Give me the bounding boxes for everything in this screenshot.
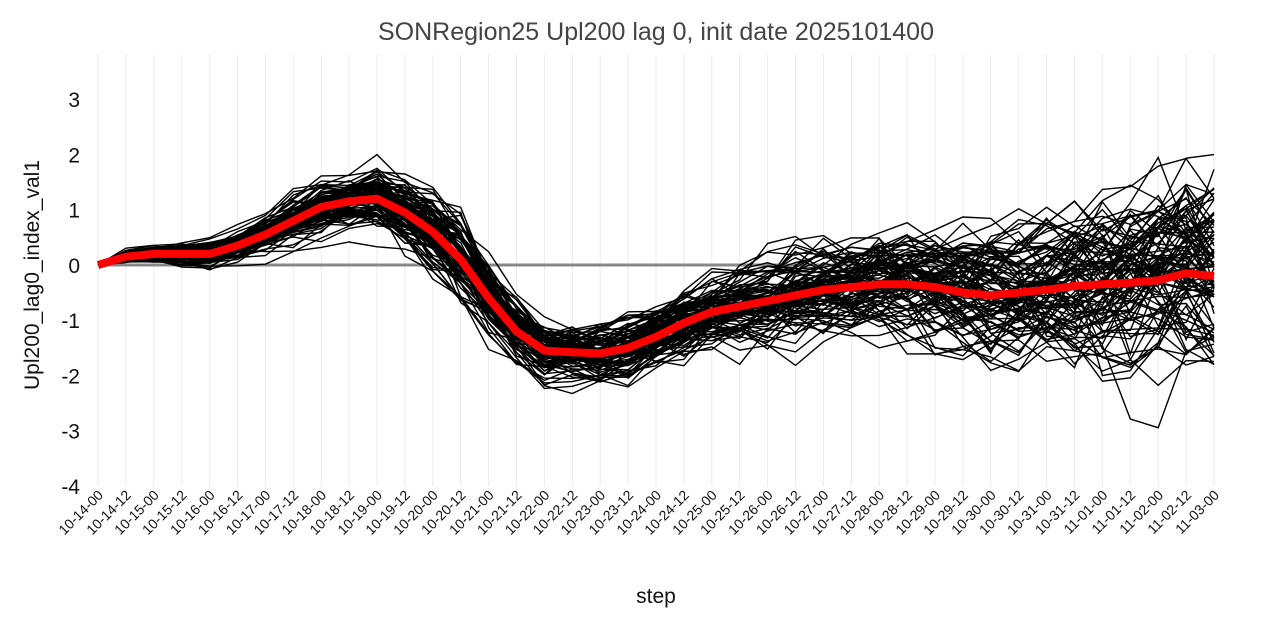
- ensemble-member-line: [97, 184, 1215, 361]
- x-axis-label: step: [636, 585, 676, 608]
- y-tick-label: -2: [61, 365, 80, 388]
- x-tick-labels: 10-14-0010-14-1210-15-0010-15-1210-16-00…: [55, 487, 1222, 538]
- y-axis-label: Upl200_lag0_index_val1: [21, 160, 44, 390]
- y-tick-label: 2: [68, 144, 80, 167]
- vertical-grid: [97, 55, 1215, 486]
- ensemble-member-line: [97, 199, 1215, 380]
- ensemble-mean-line: [96, 194, 1215, 358]
- ensemble-member-line: [97, 192, 1215, 366]
- y-tick-labels: 3 2 1 0 -1 -2 -3 -4: [61, 89, 80, 499]
- y-tick-label: 3: [68, 89, 80, 112]
- ensemble-member-line: [97, 222, 1215, 387]
- y-tick-label: -3: [61, 421, 80, 444]
- ensemble-member-line: [97, 197, 1215, 380]
- y-tick-label: 1: [68, 200, 80, 223]
- y-tick-label: 0: [68, 255, 80, 278]
- y-tick-label: -4: [61, 476, 80, 499]
- chart-title: SONRegion25 Upl200 lag 0, init date 2025…: [378, 18, 934, 46]
- ensemble-member-line: [97, 205, 1215, 354]
- ensemble-member-line: [97, 196, 1215, 369]
- y-tick-label: -1: [61, 310, 80, 333]
